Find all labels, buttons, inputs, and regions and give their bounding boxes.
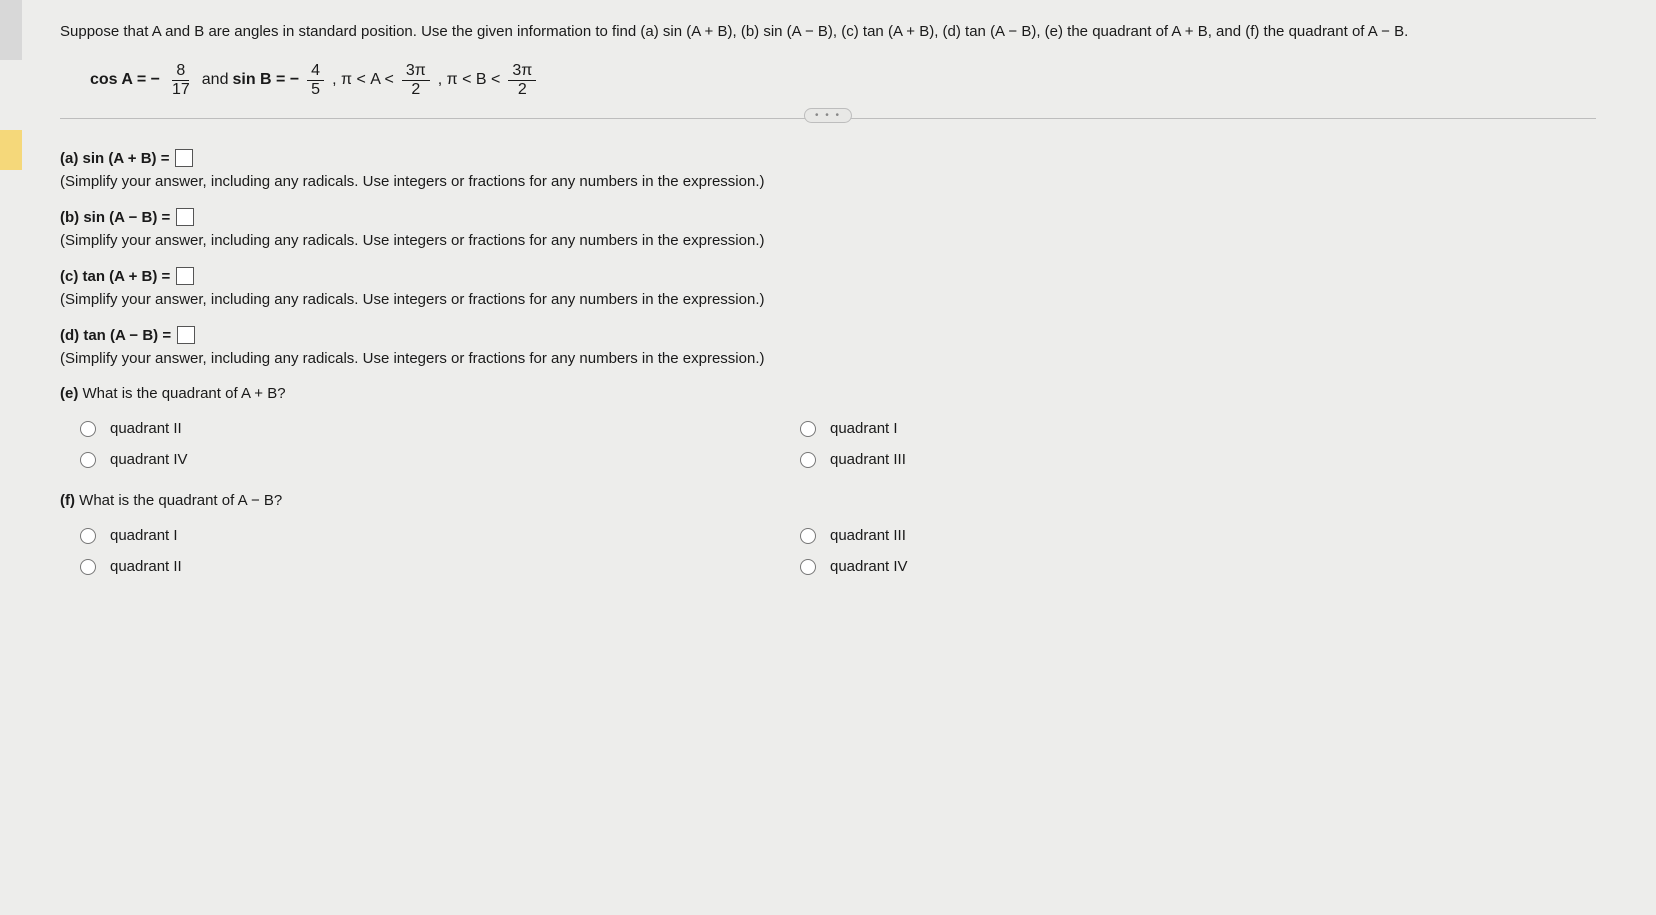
part-b-hint: (Simplify your answer, including any rad… [60,232,1596,249]
part-d-input[interactable] [177,326,195,344]
part-f-opt-q4-label: quadrant IV [830,558,908,575]
part-c-input[interactable] [176,267,194,285]
part-e-opt-q4[interactable]: quadrant IV [80,451,800,468]
part-d-label: (d) tan (A − B) = [60,327,171,344]
part-e-options: quadrant II quadrant I quadrant IV quadr… [80,420,1596,468]
part-d-hint: (Simplify your answer, including any rad… [60,350,1596,367]
part-e-opt-q1-label: quadrant I [830,420,898,437]
part-f-opt-q4[interactable]: quadrant IV [800,558,1200,575]
cosA-num: 8 [172,62,189,81]
part-e-question: (e) (e) What is the quadrant of A + B?Wh… [60,385,1596,402]
part-f-question: (f) What is the quadrant of A − B? [60,492,1596,509]
part-e-opt-q2-label: quadrant II [110,420,182,437]
side-tab-gray [0,0,22,60]
rangeB-num: 3π [508,62,536,81]
part-f-opt-q3-label: quadrant III [830,527,906,544]
radio-icon [80,559,96,575]
part-a-label: (a) sin (A + B) = [60,150,169,167]
radio-icon [800,421,816,437]
sinB-label: sin B = − [232,71,299,89]
part-c-label: (c) tan (A + B) = [60,268,170,285]
part-f-options: quadrant I quadrant III quadrant II quad… [80,527,1596,575]
part-b-input[interactable] [176,208,194,226]
radio-icon [800,452,816,468]
radio-icon [80,421,96,437]
sinB-num: 4 [307,62,324,81]
part-e-opt-q1[interactable]: quadrant I [800,420,1200,437]
part-e-opt-q3[interactable]: quadrant III [800,451,1200,468]
radio-icon [80,452,96,468]
rangeA-den: 2 [407,81,424,99]
cosA-label: cos A = − [90,71,160,89]
part-f-opt-q1-label: quadrant I [110,527,178,544]
part-f-opt-q3[interactable]: quadrant III [800,527,1200,544]
and-text: and [202,71,229,89]
expand-ellipsis-icon[interactable]: • • • [804,108,852,123]
cosA-den: 17 [168,81,194,99]
rangeA-num: 3π [402,62,430,81]
part-b-label: (b) sin (A − B) = [60,209,170,226]
radio-icon [800,528,816,544]
side-tab-yellow [0,130,22,170]
part-e-opt-q4-label: quadrant IV [110,451,188,468]
radio-icon [80,528,96,544]
part-e-opt-q3-label: quadrant III [830,451,906,468]
range-B-upper: 3π 2 [508,62,536,98]
problem-intro: Suppose that A and B are angles in stand… [60,20,1596,44]
part-e-opt-q2[interactable]: quadrant II [80,420,800,437]
rangeB-den: 2 [514,81,531,99]
cosA-fraction: 8 17 [168,62,194,98]
part-a-input[interactable] [175,149,193,167]
radio-icon [800,559,816,575]
range-A-upper: 3π 2 [402,62,430,98]
sinB-fraction: 4 5 [307,62,324,98]
part-f-opt-q1[interactable]: quadrant I [80,527,800,544]
part-c-hint: (Simplify your answer, including any rad… [60,291,1596,308]
range-B-label: , π < B < [438,71,501,89]
range-A-label: , π < A < [332,71,394,89]
part-a-hint: (Simplify your answer, including any rad… [60,173,1596,190]
part-f-opt-q2-label: quadrant II [110,558,182,575]
given-equation: cos A = − 8 17 and sin B = − 4 5 , π < A… [90,62,1596,98]
part-f-opt-q2[interactable]: quadrant II [80,558,800,575]
sinB-den: 5 [307,81,324,99]
